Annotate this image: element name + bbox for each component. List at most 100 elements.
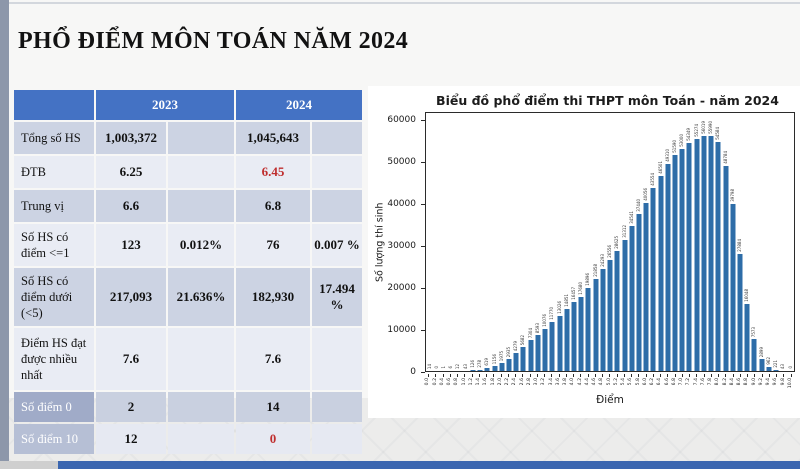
bar-value-label: 27884	[737, 239, 743, 252]
x-tick-label: 4.6	[592, 378, 598, 386]
x-tick-mark	[718, 374, 720, 377]
x-ticks-container: 0.0 0.2 0.4 0.6 0.8 1.0 1.2 1.4 1.6 1.8 2.0 2.2 2.4 2…	[425, 374, 795, 388]
x-tick-label: 3.0	[534, 378, 540, 386]
x-tick: 2.2	[505, 374, 512, 388]
percent-2023-cell: 0.012%	[168, 224, 234, 266]
percent-2023-cell	[168, 328, 234, 390]
bar	[585, 288, 591, 371]
bar-slot: 2935	[505, 113, 512, 371]
bar-slot: 34541	[628, 113, 635, 371]
bar	[506, 359, 512, 371]
x-tick: 5.2	[614, 374, 621, 388]
value-2023-cell: 217,093	[96, 268, 166, 326]
bar-value-label: 0	[433, 366, 439, 369]
bar-value-label: 4279	[513, 340, 519, 351]
bar-value-label: 53000	[679, 134, 685, 147]
x-tick: 9.2	[759, 374, 766, 388]
x-tick-label: 1.0	[461, 378, 467, 386]
value-2024-cell: 76	[236, 224, 310, 266]
bar-slot: 48784	[722, 113, 729, 371]
bar-value-label: 13026	[556, 301, 562, 314]
bar-slot: 1156	[491, 113, 498, 371]
bar-slot: 4279	[513, 113, 520, 371]
x-tick-mark	[776, 374, 778, 377]
bar-value-label: 51590	[672, 140, 678, 153]
bar-value-label: 0	[787, 366, 793, 369]
bar-slot: 31312	[621, 113, 628, 371]
x-tick-mark	[667, 374, 669, 377]
x-tick: 0.0	[425, 374, 432, 388]
x-tick-label: 8.6	[737, 378, 743, 386]
bar-value-label: 1975	[498, 350, 504, 361]
bar	[607, 260, 613, 371]
bar	[535, 335, 541, 371]
x-tick-label: 0.8	[454, 378, 460, 386]
bar-slot: 56019	[700, 113, 707, 371]
value-2023-cell: 1,003,372	[96, 122, 166, 154]
bar	[759, 359, 765, 371]
bar-value-label: 16048	[744, 289, 750, 302]
x-tick-label: 8.0	[715, 378, 721, 386]
table-row: Số điểm 0 2 14	[14, 392, 362, 422]
bar-value-label: 43	[780, 363, 786, 369]
bar-slot: 53000	[679, 113, 686, 371]
bar-slot: 6	[448, 113, 455, 371]
bar-slot: 8593	[534, 113, 541, 371]
window-bottom-corner	[0, 461, 58, 469]
percent-2024-cell: 0.007 %	[312, 224, 362, 266]
value-2023-cell: 6.25	[96, 156, 166, 188]
bar-slot: 49310	[664, 113, 671, 371]
x-tick-label: 0.2	[432, 378, 438, 386]
bar-value-label: 5682	[520, 334, 526, 345]
bar-slot: 12	[455, 113, 462, 371]
x-tick-mark	[703, 374, 705, 377]
x-tick-mark	[674, 374, 676, 377]
x-tick: 2.8	[527, 374, 534, 388]
value-2023-cell: 12	[96, 424, 166, 454]
x-tick-label: 3.4	[548, 378, 554, 386]
bar-value-label: 54349	[686, 128, 692, 141]
percent-2024-cell	[312, 392, 362, 422]
x-tick-label: 0.6	[447, 378, 453, 386]
row-label-cell: Tổng số HS	[14, 122, 94, 154]
x-tick-mark	[732, 374, 734, 377]
x-tick-mark	[457, 374, 459, 377]
x-tick: 3.6	[556, 374, 563, 388]
x-tick-mark	[442, 374, 444, 377]
percent-2023-cell	[168, 190, 234, 222]
x-tick: 3.2	[541, 374, 548, 388]
x-tick: 8.4	[730, 374, 737, 388]
x-tick-label: 9.6	[773, 378, 779, 386]
x-tick-label: 9.0	[751, 378, 757, 386]
bar-value-label: 17680	[578, 282, 584, 295]
x-tick: 2.6	[519, 374, 526, 388]
x-tick-mark	[544, 374, 546, 377]
value-2024-cell: 0	[236, 424, 310, 454]
bar	[701, 136, 707, 371]
header-2023: 2023	[96, 90, 234, 120]
bar-slot: 221	[773, 113, 780, 371]
x-tick-label: 7.0	[679, 378, 685, 386]
bar	[665, 164, 671, 371]
bar-slot: 11770	[549, 113, 556, 371]
x-tick-mark	[761, 374, 763, 377]
bar-slot: 16457	[570, 113, 577, 371]
percent-2024-cell	[312, 122, 362, 154]
bar-value-label: 126	[469, 360, 475, 368]
y-tick-mark	[421, 204, 425, 206]
y-tick-mark	[421, 330, 425, 332]
bar-slot: 40056	[643, 113, 650, 371]
x-tick: 9.0	[751, 374, 758, 388]
x-tick: 9.8	[780, 374, 787, 388]
bar	[614, 251, 620, 371]
x-tick-label: 4.4	[584, 378, 590, 386]
x-tick-mark	[652, 374, 654, 377]
plot-area: 14 0 1 6 12 43 126 278 619 1156 1975 2935 4279 5682 73…	[425, 112, 795, 372]
x-tick-label: 9.2	[758, 378, 764, 386]
bar-slot: 37440	[635, 113, 642, 371]
bar-slot: 0	[433, 113, 440, 371]
bar	[520, 347, 526, 371]
bar-value-label: 7573	[751, 326, 757, 337]
x-tick-label: 2.8	[526, 378, 532, 386]
